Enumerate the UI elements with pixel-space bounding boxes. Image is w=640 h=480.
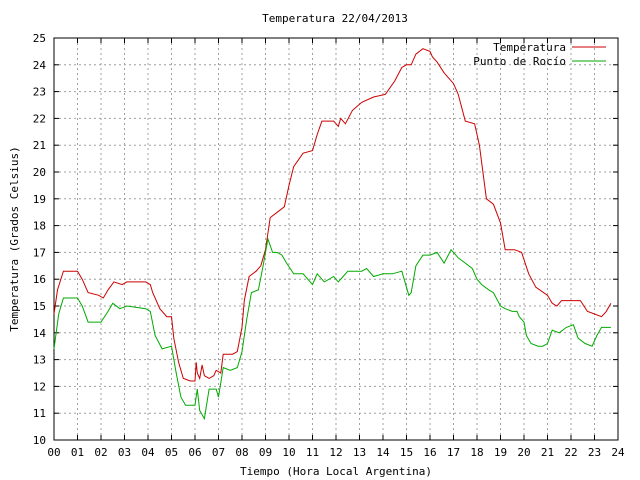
- x-tick-label: 07: [212, 446, 225, 459]
- x-tick-label: 24: [611, 446, 625, 459]
- y-tick-label: 24: [33, 59, 47, 72]
- x-tick-label: 13: [353, 446, 366, 459]
- x-tick-label: 23: [588, 446, 601, 459]
- axis-ticks: [53, 37, 619, 441]
- series-line-temperatura: [53, 48, 612, 382]
- y-tick-label: 16: [33, 273, 46, 286]
- grid: [54, 38, 618, 440]
- y-tick-label: 19: [33, 193, 46, 206]
- x-tick-label: 12: [329, 446, 342, 459]
- y-axis-tick-labels: 10 11 12 13 14 15 16 17 18 19 20 21 22 23 24 25: [33, 32, 47, 447]
- x-tick-label: 00: [47, 446, 60, 459]
- x-tick-label: 20: [517, 446, 530, 459]
- x-tick-label: 17: [447, 446, 460, 459]
- y-axis-label: Temperatura (Grados Celsius): [8, 146, 21, 331]
- y-tick-label: 23: [33, 86, 46, 99]
- y-tick-label: 20: [33, 166, 46, 179]
- y-tick-label: 15: [33, 300, 46, 313]
- x-axis-label: Tiempo (Hora Local Argentina): [240, 465, 432, 478]
- y-tick-label: 18: [33, 220, 46, 233]
- x-tick-label: 09: [259, 446, 272, 459]
- x-tick-label: 01: [71, 446, 84, 459]
- y-tick-label: 13: [33, 354, 46, 367]
- legend-label-punto-de-rocio: Punto de Rocío: [473, 55, 566, 68]
- y-tick-label: 21: [33, 139, 46, 152]
- y-tick-label: 25: [33, 32, 46, 45]
- x-tick-label: 10: [282, 446, 295, 459]
- x-tick-label: 15: [400, 446, 413, 459]
- y-tick-label: 10: [33, 434, 46, 447]
- x-tick-label: 16: [423, 446, 436, 459]
- legend: Temperatura Punto de Rocío: [473, 41, 606, 68]
- y-tick-label: 14: [33, 327, 47, 340]
- x-tick-label: 22: [564, 446, 577, 459]
- series-lines: [53, 48, 612, 421]
- series-line-punto-de-rocio: [53, 237, 611, 421]
- chart-title: Temperatura 22/04/2013: [262, 12, 408, 25]
- x-tick-label: 03: [118, 446, 131, 459]
- x-tick-label: 04: [141, 446, 155, 459]
- x-tick-label: 21: [541, 446, 554, 459]
- y-tick-label: 17: [33, 246, 46, 259]
- x-tick-label: 06: [188, 446, 201, 459]
- x-tick-label: 14: [376, 446, 390, 459]
- x-tick-label: 18: [470, 446, 483, 459]
- legend-label-temperatura: Temperatura: [493, 41, 566, 54]
- x-tick-label: 11: [306, 446, 319, 459]
- y-tick-label: 12: [33, 380, 46, 393]
- x-tick-label: 19: [494, 446, 507, 459]
- x-tick-label: 02: [94, 446, 107, 459]
- x-tick-label: 08: [235, 446, 248, 459]
- x-axis-tick-labels: 00 01 02 03 04 05 06 07 08 09 10 11 12 13 14 15 16 17 18 19…: [47, 446, 625, 459]
- y-tick-label: 11: [33, 407, 46, 420]
- y-tick-label: 22: [33, 112, 46, 125]
- x-tick-label: 05: [165, 446, 178, 459]
